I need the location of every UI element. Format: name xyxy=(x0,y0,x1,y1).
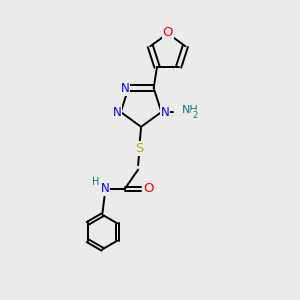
Text: N: N xyxy=(121,82,129,94)
Text: N: N xyxy=(113,106,122,118)
Text: NH: NH xyxy=(182,105,198,115)
Text: S: S xyxy=(135,142,144,155)
Text: 2: 2 xyxy=(192,111,197,120)
Text: H: H xyxy=(92,176,100,187)
Text: O: O xyxy=(163,26,173,39)
Text: O: O xyxy=(143,182,154,195)
Text: N: N xyxy=(160,106,169,118)
Text: N: N xyxy=(100,182,109,195)
